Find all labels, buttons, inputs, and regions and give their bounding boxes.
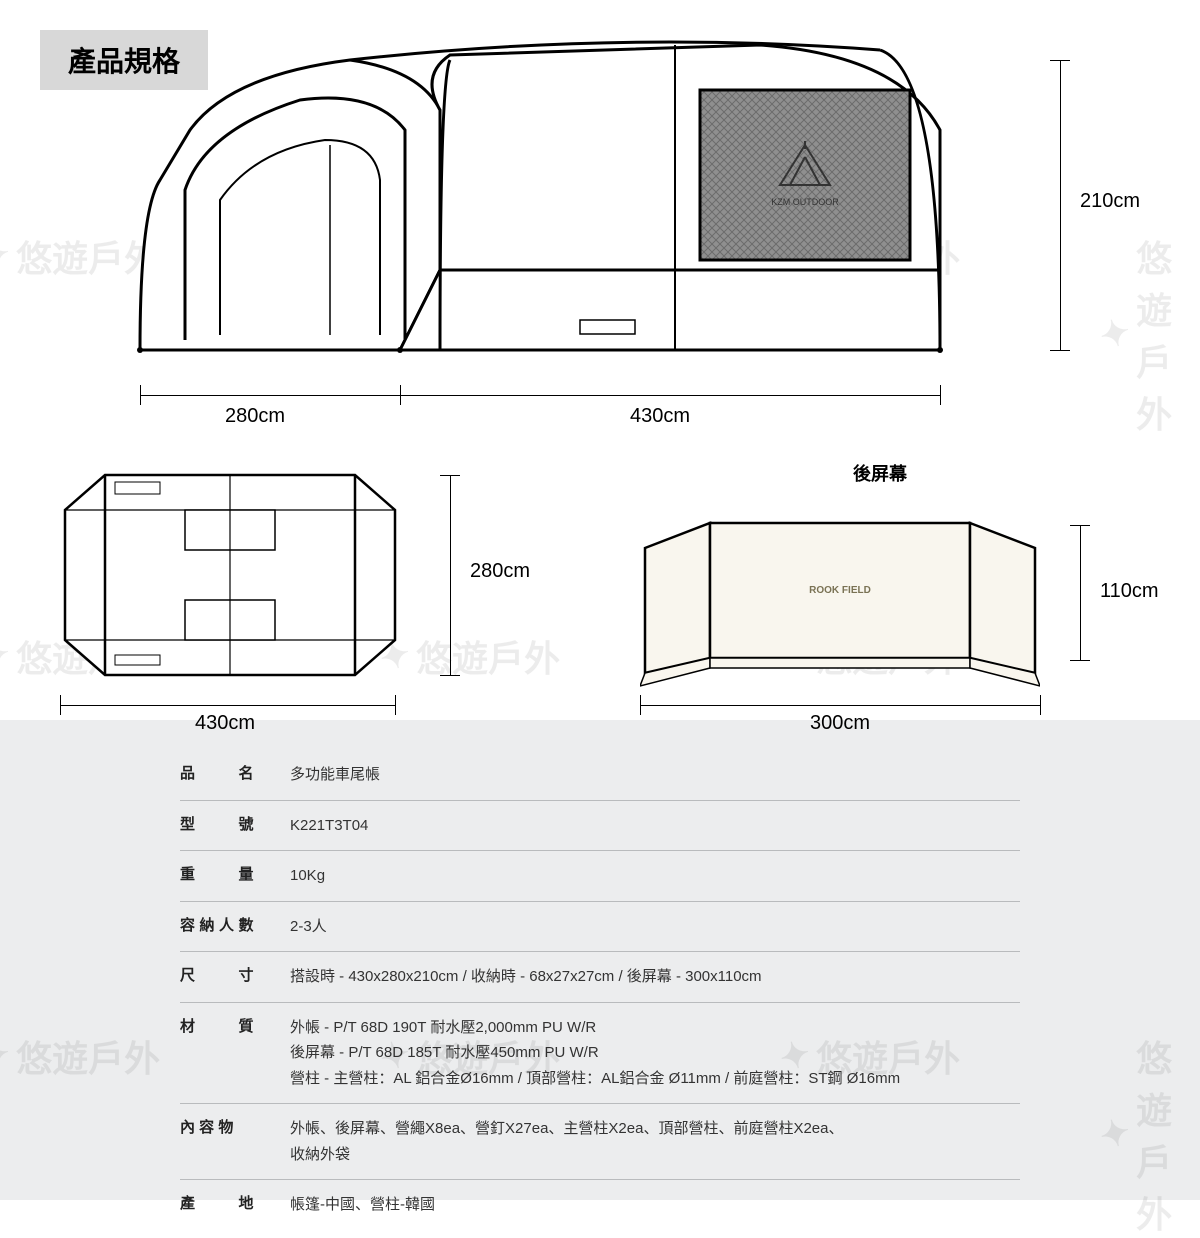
spec-value: 2-3人: [290, 914, 1020, 940]
height-label: 210cm: [1080, 190, 1140, 213]
spec-value: 10Kg: [290, 863, 1020, 889]
topview-width-label: 430cm: [195, 712, 255, 735]
svg-text:ROOK FIELD: ROOK FIELD: [809, 585, 871, 596]
spec-value: 帳篷-中國、營柱-韓國: [290, 1192, 1020, 1218]
spec-value: 外帳 - P/T 68D 190T 耐水壓2,000mm PU W/R 後屏幕 …: [290, 1015, 1020, 1092]
spec-row: 內 容 物外帳、後屏幕、營繩X8ea、營釘X27ea、主營柱X2ea、頂部營柱、…: [180, 1104, 1020, 1180]
width-dim-line: [400, 395, 940, 396]
spec-label: 品 名: [180, 762, 290, 788]
main-diagram-section: 產品規格: [0, 0, 1200, 440]
spec-label: 內 容 物: [180, 1116, 290, 1167]
spec-label: 容納人數: [180, 914, 290, 940]
spec-label: 材 質: [180, 1015, 290, 1092]
rear-screen-diagram: 後屏幕 ROOK FIELD 110cm 300cm: [620, 460, 1140, 700]
spec-value: K221T3T04: [290, 813, 1020, 839]
spec-row: 型 號K221T3T04: [180, 801, 1020, 852]
depth-label: 280cm: [225, 405, 285, 428]
rear-height-label: 110cm: [1100, 580, 1159, 603]
spec-value: 搭設時 - 430x280x210cm / 收納時 - 68x27x27cm /…: [290, 964, 1020, 990]
spec-label: 尺 寸: [180, 964, 290, 990]
spec-row: 尺 寸搭設時 - 430x280x210cm / 收納時 - 68x27x27c…: [180, 952, 1020, 1003]
rear-screen-title: 後屏幕: [620, 460, 1140, 486]
spec-row: 品 名多功能車尾帳: [180, 750, 1020, 801]
svg-text:KZM OUTDOOR: KZM OUTDOOR: [771, 197, 839, 207]
width-label: 430cm: [630, 405, 690, 428]
spec-label: 型 號: [180, 813, 290, 839]
rear-width-label: 300cm: [810, 712, 870, 735]
spec-table: 品 名多功能車尾帳型 號K221T3T04重 量10Kg容納人數2-3人尺 寸搭…: [0, 720, 1200, 1200]
spec-row: 容納人數2-3人: [180, 902, 1020, 953]
spec-label: 重 量: [180, 863, 290, 889]
spec-value: 外帳、後屏幕、營繩X8ea、營釘X27ea、主營柱X2ea、頂部營柱、前庭營柱X…: [290, 1116, 1020, 1167]
spec-value: 多功能車尾帳: [290, 762, 1020, 788]
spec-label: 產 地: [180, 1192, 290, 1218]
spec-row: 產 地帳篷-中國、營柱-韓國: [180, 1180, 1020, 1230]
spec-row: 重 量10Kg: [180, 851, 1020, 902]
depth-dim-line: [140, 395, 400, 396]
tent-main-diagram: KZM OUTDOOR: [120, 20, 1020, 380]
top-view-diagram: 280cm 430cm: [60, 460, 520, 700]
height-dim-line: [1060, 60, 1061, 350]
topview-depth-label: 280cm: [470, 560, 530, 583]
spec-row: 材 質外帳 - P/T 68D 190T 耐水壓2,000mm PU W/R 後…: [180, 1003, 1020, 1105]
